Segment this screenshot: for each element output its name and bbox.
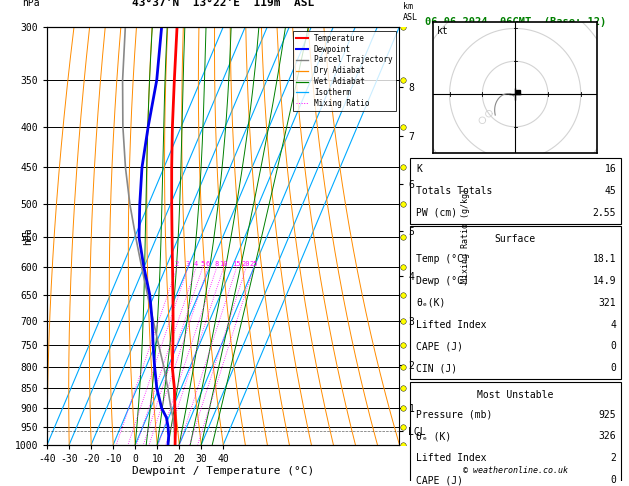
Text: 25: 25 <box>250 261 258 267</box>
Text: 321: 321 <box>599 297 616 308</box>
Text: 5: 5 <box>201 261 205 267</box>
Bar <box>409 382 621 486</box>
Text: PW (cm): PW (cm) <box>416 208 457 218</box>
Text: Totals Totals: Totals Totals <box>416 186 493 196</box>
Text: kt: kt <box>437 26 448 36</box>
Bar <box>409 158 621 224</box>
Text: 2: 2 <box>175 261 179 267</box>
Text: Surface: Surface <box>494 234 536 244</box>
Text: K: K <box>416 164 422 174</box>
Text: 14.9: 14.9 <box>593 276 616 286</box>
Text: 4: 4 <box>610 320 616 330</box>
Text: hPa: hPa <box>23 227 33 244</box>
Text: 2: 2 <box>610 453 616 463</box>
Text: Lifted Index: Lifted Index <box>416 320 487 330</box>
Text: CAPE (J): CAPE (J) <box>416 475 463 486</box>
Text: km
ASL: km ASL <box>403 2 418 22</box>
Text: CIN (J): CIN (J) <box>416 364 457 373</box>
Text: 6: 6 <box>206 261 210 267</box>
Text: 0: 0 <box>610 342 616 351</box>
Text: 06.06.2024  06GMT  (Base: 12): 06.06.2024 06GMT (Base: 12) <box>425 17 606 27</box>
Bar <box>409 226 621 380</box>
Text: CAPE (J): CAPE (J) <box>416 342 463 351</box>
Text: Temp (°C): Temp (°C) <box>416 254 469 264</box>
Text: Most Unstable: Most Unstable <box>477 390 554 400</box>
Text: Lifted Index: Lifted Index <box>416 453 487 463</box>
Text: 326: 326 <box>599 432 616 441</box>
X-axis label: Dewpoint / Temperature (°C): Dewpoint / Temperature (°C) <box>132 467 314 476</box>
Text: 20: 20 <box>242 261 250 267</box>
Text: 3: 3 <box>186 261 190 267</box>
Text: hPa: hPa <box>22 0 40 8</box>
Text: 16: 16 <box>604 164 616 174</box>
Text: 2.55: 2.55 <box>593 208 616 218</box>
Text: 45: 45 <box>604 186 616 196</box>
Text: Pressure (mb): Pressure (mb) <box>416 410 493 419</box>
Text: Dewp (°C): Dewp (°C) <box>416 276 469 286</box>
Text: 18.1: 18.1 <box>593 254 616 264</box>
Text: θₑ(K): θₑ(K) <box>416 297 445 308</box>
Text: 43°37'N  13°22'E  119m  ASL: 43°37'N 13°22'E 119m ASL <box>132 0 314 8</box>
Text: θₑ (K): θₑ (K) <box>416 432 452 441</box>
Text: © weatheronline.co.uk: © weatheronline.co.uk <box>463 467 567 475</box>
Y-axis label: Mixing Ratio (g/kg): Mixing Ratio (g/kg) <box>461 188 470 283</box>
Text: 10: 10 <box>220 261 228 267</box>
Text: 8: 8 <box>214 261 219 267</box>
Text: 0: 0 <box>610 475 616 486</box>
Text: 15: 15 <box>232 261 241 267</box>
Text: 4: 4 <box>194 261 198 267</box>
Text: 0: 0 <box>610 364 616 373</box>
Legend: Temperature, Dewpoint, Parcel Trajectory, Dry Adiabat, Wet Adiabat, Isotherm, Mi: Temperature, Dewpoint, Parcel Trajectory… <box>293 31 396 111</box>
Text: 925: 925 <box>599 410 616 419</box>
